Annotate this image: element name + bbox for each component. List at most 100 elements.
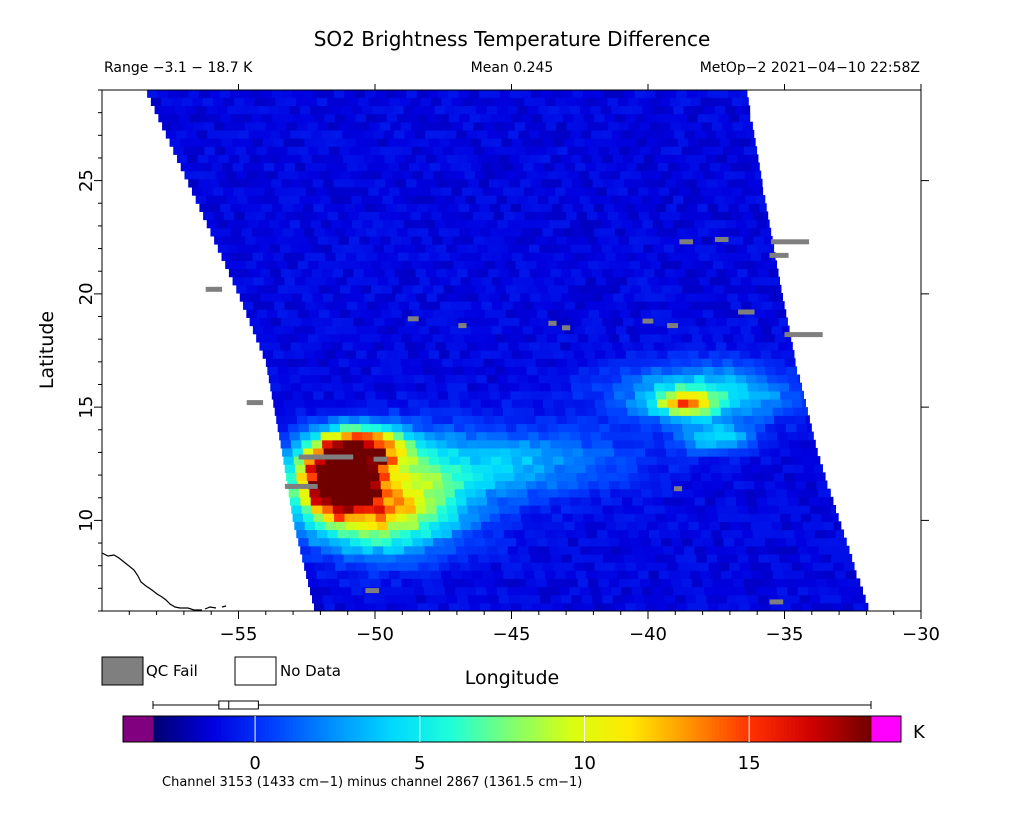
heatmap-cell xyxy=(477,244,489,253)
heatmap-cell xyxy=(477,341,489,351)
heatmap-cell xyxy=(768,594,780,604)
heatmap-cell xyxy=(752,211,764,221)
heatmap-cell xyxy=(717,553,729,563)
heatmap-cell xyxy=(530,90,542,98)
heatmap-cell xyxy=(651,170,663,180)
heatmap-cell xyxy=(795,480,807,490)
heatmap-cell xyxy=(441,211,453,221)
heatmap-cell xyxy=(302,178,314,188)
heatmap-cell xyxy=(435,244,447,253)
heatmap-cell xyxy=(594,113,606,123)
heatmap-cell xyxy=(726,244,738,253)
heatmap-cell xyxy=(356,325,368,335)
heatmap-cell xyxy=(523,162,535,172)
heatmap-cell xyxy=(382,586,394,596)
heatmap-cell xyxy=(360,170,372,180)
heatmap-cell xyxy=(557,578,569,588)
heatmap-cell xyxy=(445,374,457,384)
heatmap-cell xyxy=(481,464,493,473)
heatmap-cell xyxy=(624,203,636,213)
heatmap-cell xyxy=(281,292,293,302)
heatmap-cell xyxy=(443,260,455,270)
heatmap-cell xyxy=(648,529,660,539)
heatmap-cell xyxy=(522,325,534,335)
heatmap-cell xyxy=(528,129,540,139)
heatmap-cell xyxy=(389,472,401,482)
heatmap-cell xyxy=(408,162,420,172)
heatmap-cell xyxy=(350,284,362,294)
heatmap-cell xyxy=(326,301,338,310)
heatmap-cell xyxy=(794,472,806,482)
heatmap-cell xyxy=(589,195,601,204)
heatmap-cell xyxy=(405,504,417,514)
heatmap-cell xyxy=(253,162,265,172)
heatmap-cell xyxy=(599,284,611,294)
heatmap-cell xyxy=(495,423,507,433)
qc-fail-mark xyxy=(298,454,354,460)
heatmap-cell xyxy=(524,472,536,482)
heatmap-cell xyxy=(680,121,692,131)
heatmap-cell xyxy=(609,366,621,376)
heatmap-cell xyxy=(716,439,728,449)
heatmap-cell xyxy=(396,390,408,400)
colorbar-swatch xyxy=(156,716,162,742)
heatmap-cell xyxy=(501,252,513,261)
heatmap-cell xyxy=(328,415,340,425)
heatmap-cell xyxy=(689,186,701,196)
heatmap-cell xyxy=(481,521,492,531)
heatmap-cell xyxy=(669,97,681,106)
heatmap-cell xyxy=(682,488,694,498)
heatmap-cell xyxy=(393,586,404,596)
heatmap-cell xyxy=(211,138,223,147)
heatmap-cell xyxy=(518,129,530,139)
heatmap-cell xyxy=(781,350,793,359)
heatmap-cell xyxy=(241,113,253,123)
heatmap-cell xyxy=(365,113,377,123)
heatmap-cell xyxy=(350,488,362,498)
heatmap-cell xyxy=(636,521,648,531)
heatmap-cell xyxy=(313,390,325,400)
heatmap-cell xyxy=(636,252,648,261)
heatmap-cell xyxy=(781,562,793,571)
heatmap-cell xyxy=(403,431,415,441)
heatmap-cell xyxy=(725,374,737,384)
heatmap-cell xyxy=(602,268,614,278)
heatmap-cell xyxy=(753,358,765,367)
heatmap-cell xyxy=(686,178,698,188)
heatmap-cell xyxy=(172,121,184,131)
heatmap-cell xyxy=(591,129,603,139)
heatmap-cell xyxy=(471,276,483,286)
heatmap-cell xyxy=(416,178,428,188)
heatmap-cell xyxy=(602,317,614,327)
heatmap-cell xyxy=(782,464,794,473)
heatmap-cell xyxy=(204,146,216,155)
heatmap-cell xyxy=(391,480,403,490)
heatmap-cell xyxy=(405,594,417,604)
heatmap-cell xyxy=(636,398,648,408)
heatmap-cell xyxy=(758,292,770,302)
heatmap-cell xyxy=(698,325,710,335)
heatmap-cell xyxy=(349,480,361,490)
heatmap-cell xyxy=(622,129,634,139)
heatmap-cell xyxy=(466,496,478,506)
heatmap-cell xyxy=(483,235,495,245)
heatmap-cell xyxy=(364,553,376,563)
heatmap-cell xyxy=(440,464,452,473)
heatmap-cell xyxy=(722,358,734,367)
heatmap-cell xyxy=(692,284,704,294)
heatmap-cell xyxy=(659,472,671,482)
heatmap-cell xyxy=(754,333,766,343)
heatmap-cell xyxy=(470,350,482,359)
heatmap-cell xyxy=(698,252,710,261)
heatmap-cell xyxy=(374,504,386,514)
heatmap-cell xyxy=(401,260,413,270)
heatmap-cell xyxy=(427,513,439,522)
heatmap-cell xyxy=(177,154,188,164)
heatmap-cell xyxy=(710,407,722,416)
heatmap-cell xyxy=(614,447,626,457)
heatmap-cell xyxy=(502,301,514,310)
heatmap-cell xyxy=(388,301,400,310)
heatmap-cell xyxy=(728,602,740,611)
heatmap-cell xyxy=(812,456,821,465)
heatmap-cell xyxy=(442,235,454,245)
